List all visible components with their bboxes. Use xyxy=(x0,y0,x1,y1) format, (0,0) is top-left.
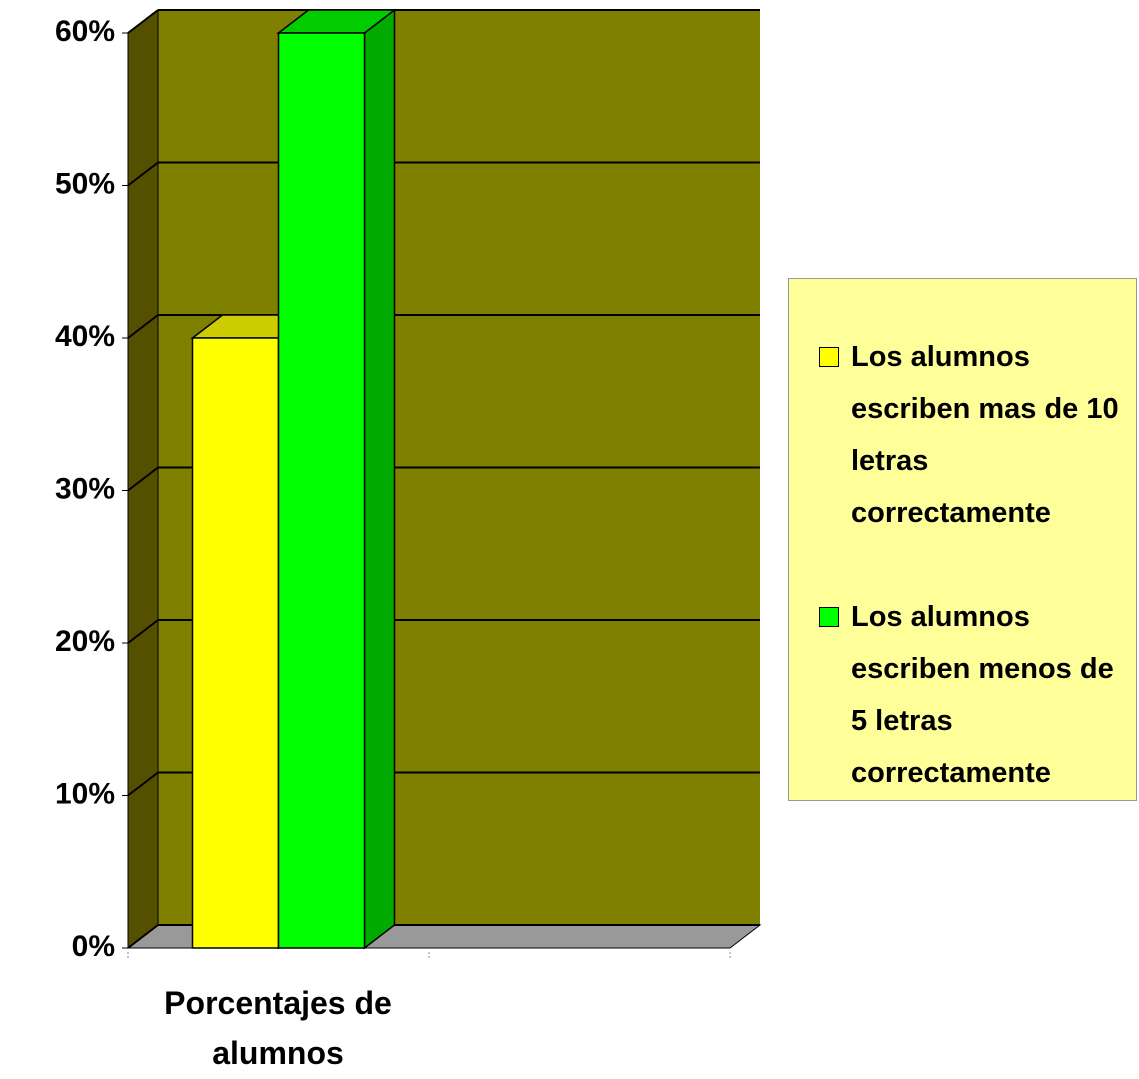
bar-front xyxy=(277,32,366,949)
x-tick-label: Porcentajes de alumnos xyxy=(164,985,392,1071)
grid-line xyxy=(127,619,159,644)
legend-entry: Los alumnos escriben menos de 5 letras c… xyxy=(819,591,1119,799)
y-tick-label: 20% xyxy=(55,625,115,658)
legend-entry: Los alumnos escriben mas de 10 letras co… xyxy=(819,331,1119,539)
bar xyxy=(276,8,397,950)
grid-line xyxy=(127,161,159,187)
grid-line xyxy=(127,9,159,34)
grid-line xyxy=(127,314,159,339)
grid-line xyxy=(127,771,159,797)
legend: Los alumnos escriben mas de 10 letras co… xyxy=(788,278,1137,801)
y-tick-label: 40% xyxy=(55,320,115,353)
bar-front xyxy=(191,337,280,949)
y-tick-label: 60% xyxy=(55,15,115,48)
legend-swatch xyxy=(819,347,839,367)
legend-label: Los alumnos escriben mas de 10 letras co… xyxy=(851,341,1119,529)
bar-side xyxy=(363,8,396,950)
grid-line xyxy=(127,924,159,949)
y-tick-label: 0% xyxy=(72,930,115,963)
legend-swatch xyxy=(819,607,839,627)
grid-line xyxy=(127,466,159,492)
y-tick-label: 10% xyxy=(55,777,115,810)
y-tick-label: 30% xyxy=(55,472,115,505)
y-tick-label: 50% xyxy=(55,167,115,200)
legend-label: Los alumnos escriben menos de 5 letras c… xyxy=(851,601,1114,789)
